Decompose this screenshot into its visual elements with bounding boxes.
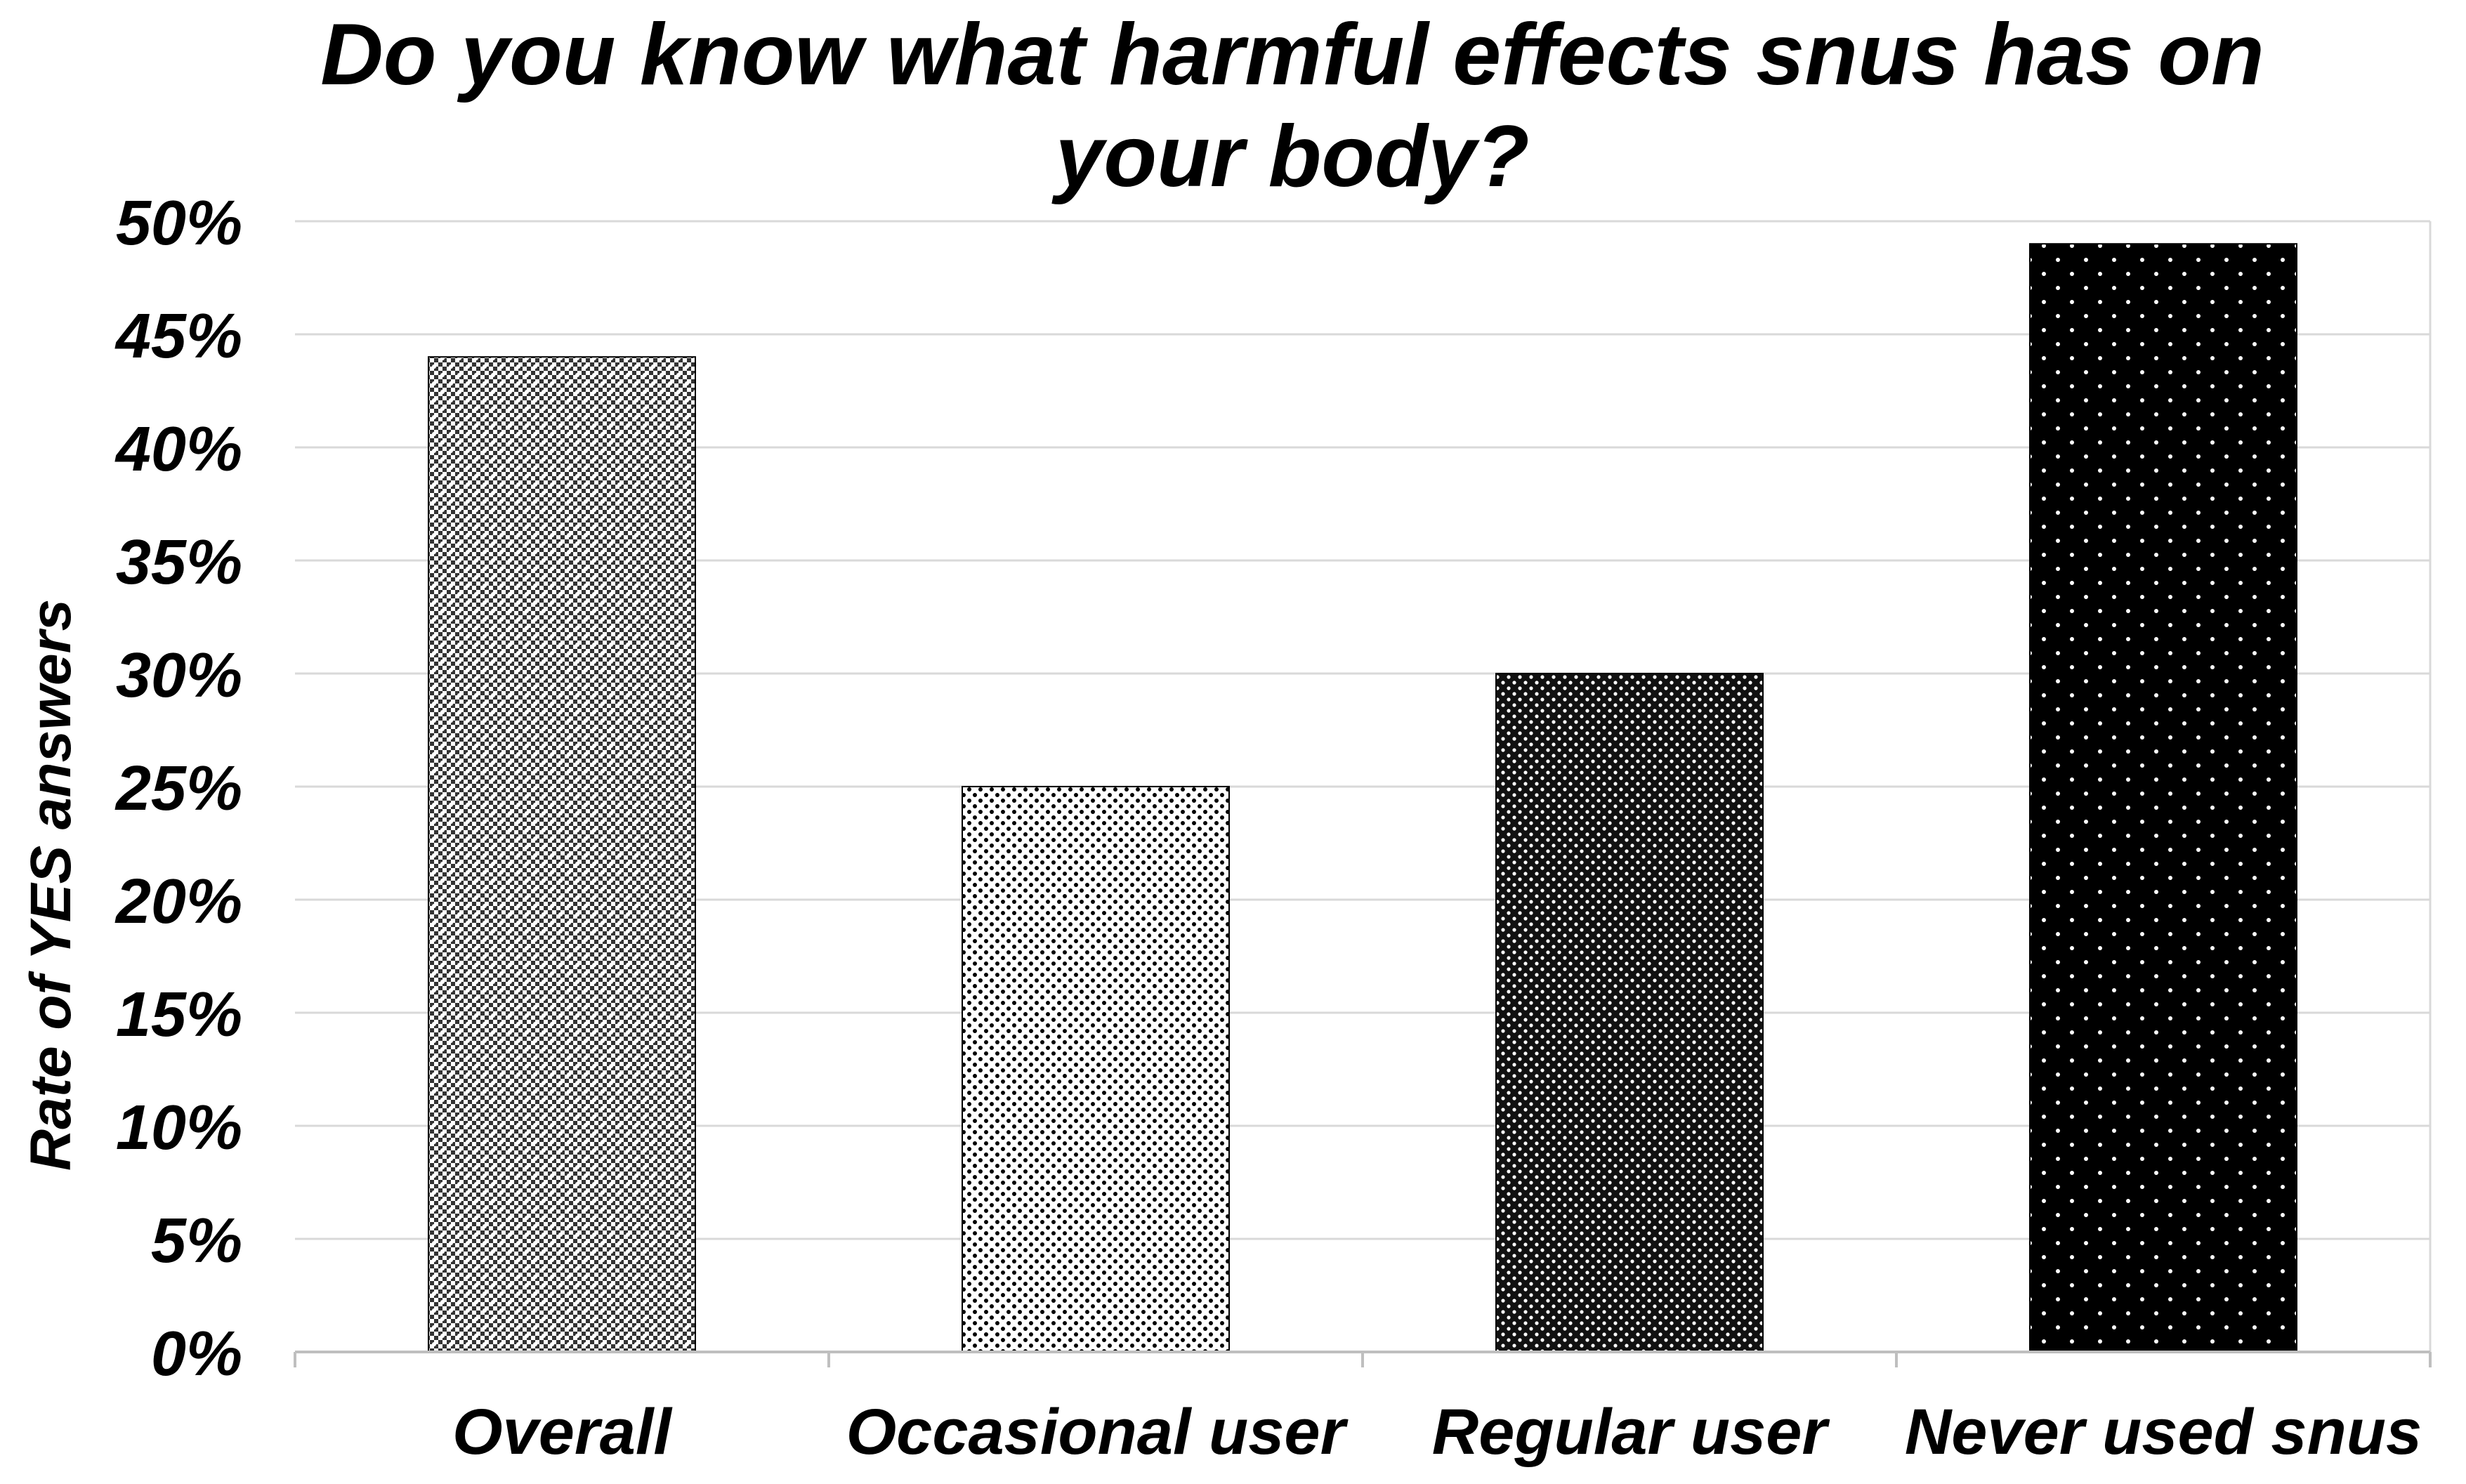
y-tick-label: 40%	[114, 414, 242, 485]
y-tick-label: 50%	[116, 188, 242, 258]
bar-regular-user	[1495, 673, 1764, 1353]
chart-title-line: your body?	[1051, 108, 1529, 205]
y-tick-label: 5%	[151, 1206, 242, 1276]
x-axis	[294, 1351, 2432, 1367]
bar-never-used-snus	[2029, 243, 2297, 1353]
chart-title: Do you know what harmful effects snus ha…	[320, 6, 2264, 205]
y-axis-title: Rate of YES answers	[19, 599, 83, 1171]
y-tick-label: 45%	[114, 301, 242, 372]
bar-overall	[428, 356, 696, 1353]
x-tick-label: Regular user	[1432, 1396, 1830, 1468]
bars	[428, 243, 2297, 1353]
y-tick-label: 35%	[116, 527, 242, 598]
y-tick-label: 15%	[116, 980, 242, 1050]
y-tick-label: 0%	[151, 1319, 242, 1389]
chart-title-line: Do you know what harmful effects snus ha…	[320, 6, 2264, 103]
y-tick-label: 10%	[116, 1093, 242, 1163]
y-axis-title-group: Rate of YES answers	[19, 599, 83, 1171]
y-tick-label: 25%	[114, 754, 242, 824]
y-tick-label: 20%	[114, 867, 242, 937]
bar-occasional-user	[962, 786, 1230, 1353]
x-tick-label: Never used snus	[1905, 1396, 2422, 1468]
x-tick-label: Occasional user	[846, 1396, 1349, 1468]
y-axis-ticks: 0% 5% 10% 15% 20% 25% 30% 35% 40% 45% 50%	[114, 188, 242, 1389]
x-axis-labels: Overall Occasional user Regular user Never …	[452, 1396, 2422, 1468]
y-tick-label: 30%	[116, 641, 242, 711]
x-tick-label: Overall	[452, 1396, 673, 1468]
